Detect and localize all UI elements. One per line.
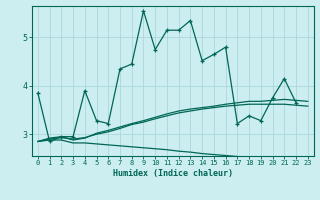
X-axis label: Humidex (Indice chaleur): Humidex (Indice chaleur) bbox=[113, 169, 233, 178]
